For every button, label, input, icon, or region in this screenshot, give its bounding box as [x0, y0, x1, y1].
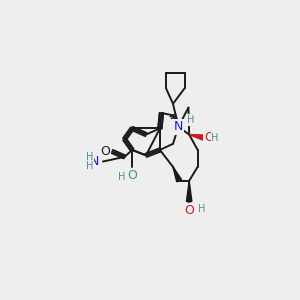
Text: H: H — [118, 172, 125, 182]
Text: O: O — [184, 204, 194, 217]
Text: N: N — [90, 155, 99, 168]
Text: H: H — [198, 204, 205, 214]
Text: O: O — [100, 145, 110, 158]
Polygon shape — [189, 135, 204, 140]
Text: H: H — [187, 115, 194, 125]
Text: O: O — [204, 131, 214, 144]
Polygon shape — [187, 181, 192, 202]
Polygon shape — [173, 167, 182, 182]
Text: H: H — [85, 161, 93, 171]
Text: H: H — [85, 152, 93, 162]
Text: O: O — [127, 169, 137, 182]
Text: N: N — [174, 120, 183, 134]
Text: H: H — [212, 133, 219, 142]
